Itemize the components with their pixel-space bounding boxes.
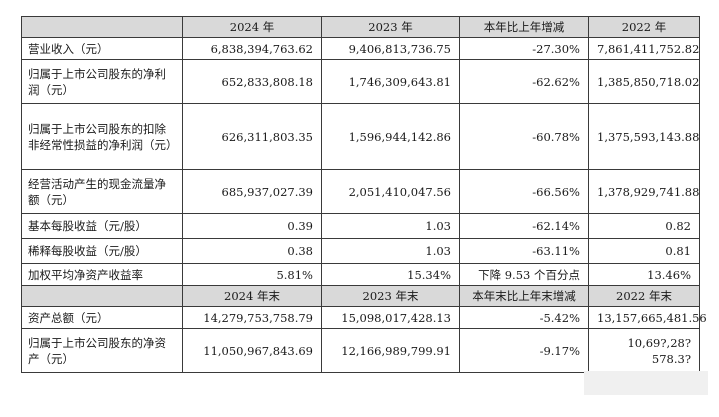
table-row: 加权平均净资产收益率 5.81% 15.34% 下降 9.53 个百分点 13.… [21,263,700,286]
table-subheader-row: 2024 年末 2023 年末 本年末比上年末增减 2022 年末 [21,285,700,307]
row-label: 归属于上市公司股东的净利润（元） [21,59,183,104]
value-change: -63.11% [459,238,589,264]
value-2024: 0.39 [182,213,322,239]
table-row: 经营活动产生的现金流量净额（元） 685,937,027.39 2,051,41… [21,169,700,214]
value-2022: 1,385,850,718.02 [588,59,700,104]
value-2023: 2,051,410,047.56 [321,169,460,214]
value-2024: 652,833,808.18 [182,59,322,104]
table-row: 基本每股收益（元/股） 0.39 1.03 -62.14% 0.82 [21,213,700,239]
table-row: 稀释每股收益（元/股） 0.38 1.03 -63.11% 0.81 [21,238,700,264]
row-label: 经营活动产生的现金流量净额（元） [21,169,183,214]
value-change: -9.17% [459,328,589,373]
header-cell-2022-end: 2022 年末 [588,285,700,307]
table-header-row: 2024 年 2023 年 本年比上年增减 2022 年 [21,16,700,38]
value-change: -5.42% [459,306,589,329]
value-2023: 1.03 [321,213,460,239]
value-2024: 685,937,027.39 [182,169,322,214]
header-cell-2024: 2024 年 [182,16,322,38]
value-2024: 5.81% [182,263,322,286]
row-label: 基本每股收益（元/股） [21,213,183,239]
value-change: -62.14% [459,213,589,239]
table-row: 归属于上市公司股东的净利润（元） 652,833,808.18 1,746,30… [21,59,700,104]
row-label: 营业收入（元） [21,37,183,60]
value-2023: 15.34% [321,263,460,286]
row-label: 资产总额（元） [21,306,183,329]
value-2024: 0.38 [182,238,322,264]
table-row: 归属于上市公司股东的净资产（元） 11,050,967,843.69 12,16… [21,328,700,373]
value-2024: 14,279,753,758.79 [182,306,322,329]
header-cell-2023: 2023 年 [321,16,460,38]
header-cell-2024-end: 2024 年末 [182,285,322,307]
value-change: -66.56% [459,169,589,214]
table-row: 营业收入（元） 6,838,394,763.62 9,406,813,736.7… [21,37,700,60]
value-2023: 1,746,309,643.81 [321,59,460,104]
value-change: -62.62% [459,59,589,104]
header-cell-2023-end: 2023 年末 [321,285,460,307]
value-2022: 7,861,411,752.82 [588,37,700,60]
value-2022: 13.46% [588,263,700,286]
table-row: 资产总额（元） 14,279,753,758.79 15,098,017,428… [21,306,707,329]
value-2022: 1,378,929,741.88 [588,169,700,214]
value-2022: 10,69?,28? 578.3? [588,328,700,373]
row-label: 稀释每股收益（元/股） [21,238,183,264]
header-cell-2022: 2022 年 [588,16,700,38]
value-2022: 13,157,665,481.56 [588,306,707,329]
value-2022: 0.81 [588,238,700,264]
row-label: 归属于上市公司股东的扣除非经常性损益的净利润（元） [21,103,183,170]
table-row: 归属于上市公司股东的扣除非经常性损益的净利润（元） 626,311,803.35… [21,103,700,170]
value-2022: 0.82 [588,213,700,239]
header-cell-blank [21,285,183,307]
overlay-obscuring-cell [584,371,708,395]
value-2023: 1.03 [321,238,460,264]
value-2023: 15,098,017,428.13 [321,306,460,329]
value-2024: 6,838,394,763.62 [182,37,322,60]
row-label: 归属于上市公司股东的净资产（元） [21,328,183,373]
value-2023: 9,406,813,736.75 [321,37,460,60]
row-label: 加权平均净资产收益率 [21,263,183,286]
value-change: 下降 9.53 个百分点 [459,263,589,286]
value-2024: 11,050,967,843.69 [182,328,322,373]
value-2022: 1,375,593,143.88 [588,103,700,170]
header-cell-blank [21,16,183,38]
header-cell-change: 本年比上年增减 [459,16,589,38]
value-2023: 12,166,989,799.91 [321,328,460,373]
value-change: -27.30% [459,37,589,60]
value-2023: 1,596,944,142.86 [321,103,460,170]
financial-summary-table: 2024 年 2023 年 本年比上年增减 2022 年 营业收入（元） 6,8… [21,16,707,373]
value-change: -60.78% [459,103,589,170]
header-cell-change: 本年末比上年末增减 [459,285,589,307]
value-2024: 626,311,803.35 [182,103,322,170]
